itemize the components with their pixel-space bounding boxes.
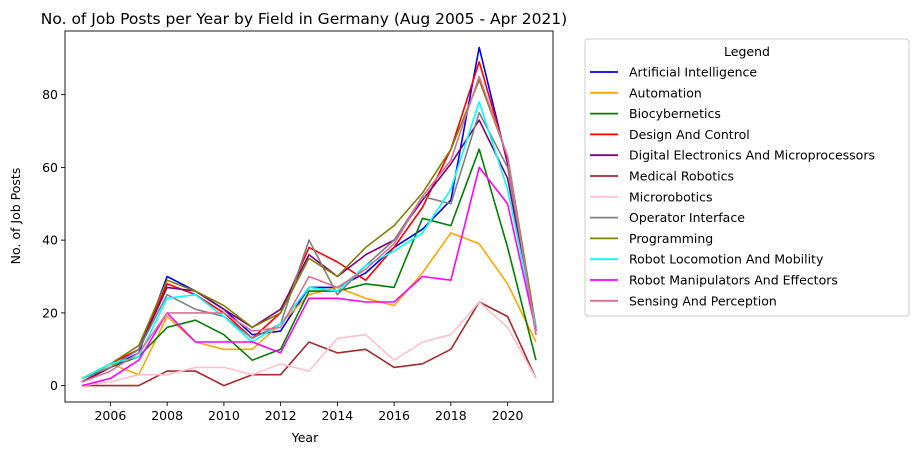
legend-label-operator-interface: Operator Interface xyxy=(629,210,745,225)
series-lines xyxy=(81,46,537,387)
x-tick-label: 2006 xyxy=(94,408,126,423)
plot-area: 2006 2008 2010 2012 2014 2016 2018 2020 0 20 40 60… xyxy=(42,30,554,423)
legend: Legend Artificial Intelligence Automation… xyxy=(584,38,910,317)
x-axis-ticks: 2006 2008 2010 2012 2014 2016 2018 2020 xyxy=(94,402,524,423)
x-tick-label: 2010 xyxy=(208,408,240,423)
legend-label-programming: Programming xyxy=(629,231,713,246)
x-tick-label: 2016 xyxy=(378,408,410,423)
x-tick-label: 2020 xyxy=(492,408,524,423)
series-line-operator-interface xyxy=(81,112,537,380)
legend-label-biocybernetics: Biocybernetics xyxy=(629,106,721,121)
y-tick-label: 60 xyxy=(42,160,58,175)
series-line-medical-robotics xyxy=(82,301,537,387)
x-tick-label: 2014 xyxy=(321,408,353,423)
series-line-design-and-control xyxy=(81,61,537,380)
series-line-robot-manipulators-and-effectors xyxy=(81,166,537,387)
legend-label-sensing-and-perception: Sensing And Perception xyxy=(629,293,777,308)
y-tick-label: 0 xyxy=(50,378,58,393)
x-tick-label: 2008 xyxy=(151,408,183,423)
y-tick-label: 80 xyxy=(42,87,58,102)
y-axis-ticks: 0 20 40 60 80 xyxy=(42,87,65,393)
y-axis-label: No. of Job Posts xyxy=(8,168,23,265)
legend-label-robot-manipulators-and-effectors: Robot Manipulators And Effectors xyxy=(629,273,838,288)
legend-label-design-and-control: Design And Control xyxy=(629,127,750,142)
chart-title: No. of Job Posts per Year by Field in Ge… xyxy=(41,10,567,28)
legend-label-digital-electronics-and-microprocessors: Digital Electronics And Microprocessors xyxy=(629,148,875,163)
series-line-biocybernetics xyxy=(81,148,537,383)
legend-title: Legend xyxy=(724,44,770,59)
y-tick-label: 40 xyxy=(42,233,58,248)
legend-label-medical-robotics: Medical Robotics xyxy=(629,169,734,184)
series-line-automation xyxy=(81,232,537,383)
x-tick-label: 2012 xyxy=(265,408,297,423)
series-line-programming xyxy=(81,79,537,380)
series-line-robot-locomotion-and-mobility xyxy=(81,101,537,380)
series-line-microrobotics xyxy=(81,301,537,387)
series-line-sensing-and-perception xyxy=(81,75,537,383)
x-axis-label: Year xyxy=(291,430,319,445)
legend-frame xyxy=(584,38,910,317)
series-line-digital-electronics-and-microprocessors xyxy=(81,119,537,383)
y-tick-label: 20 xyxy=(42,305,58,320)
legend-label-automation: Automation xyxy=(629,85,702,100)
legend-items: Artificial Intelligence Automation Biocybe… xyxy=(590,65,875,308)
legend-label-artificial-intelligence: Artificial Intelligence xyxy=(629,65,757,80)
legend-label-robot-locomotion-and-mobility: Robot Locomotion And Mobility xyxy=(629,252,824,267)
x-tick-label: 2018 xyxy=(435,408,467,423)
legend-label-microrobotics: Microrobotics xyxy=(629,189,713,204)
